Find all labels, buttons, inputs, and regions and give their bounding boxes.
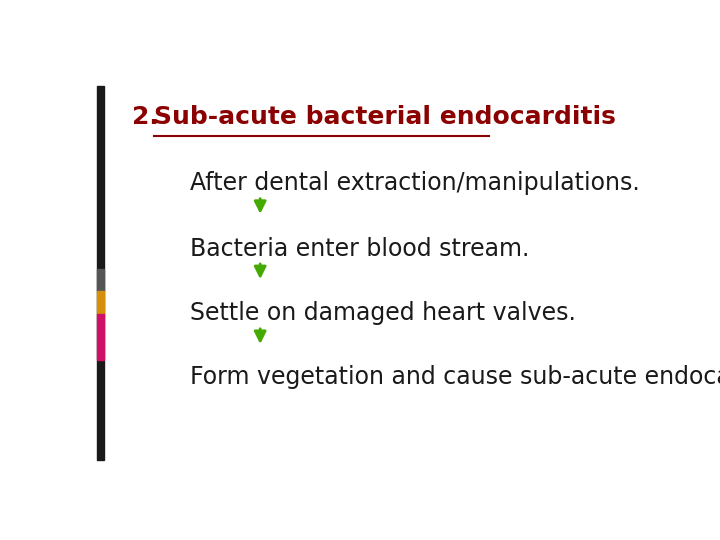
Bar [96, 85, 104, 460]
Text: Form vegetation and cause sub-acute endocarditis.: Form vegetation and cause sub-acute endo… [190, 366, 720, 389]
Bar [96, 314, 104, 360]
Bar [96, 292, 104, 314]
Text: Sub-acute bacterial endocarditis: Sub-acute bacterial endocarditis [154, 105, 616, 129]
Text: Settle on damaged heart valves.: Settle on damaged heart valves. [190, 301, 576, 326]
Text: 2.: 2. [132, 105, 158, 129]
Text: Bacteria enter blood stream.: Bacteria enter blood stream. [190, 237, 530, 261]
Text: After dental extraction/manipulations.: After dental extraction/manipulations. [190, 171, 640, 195]
Bar [96, 268, 104, 292]
